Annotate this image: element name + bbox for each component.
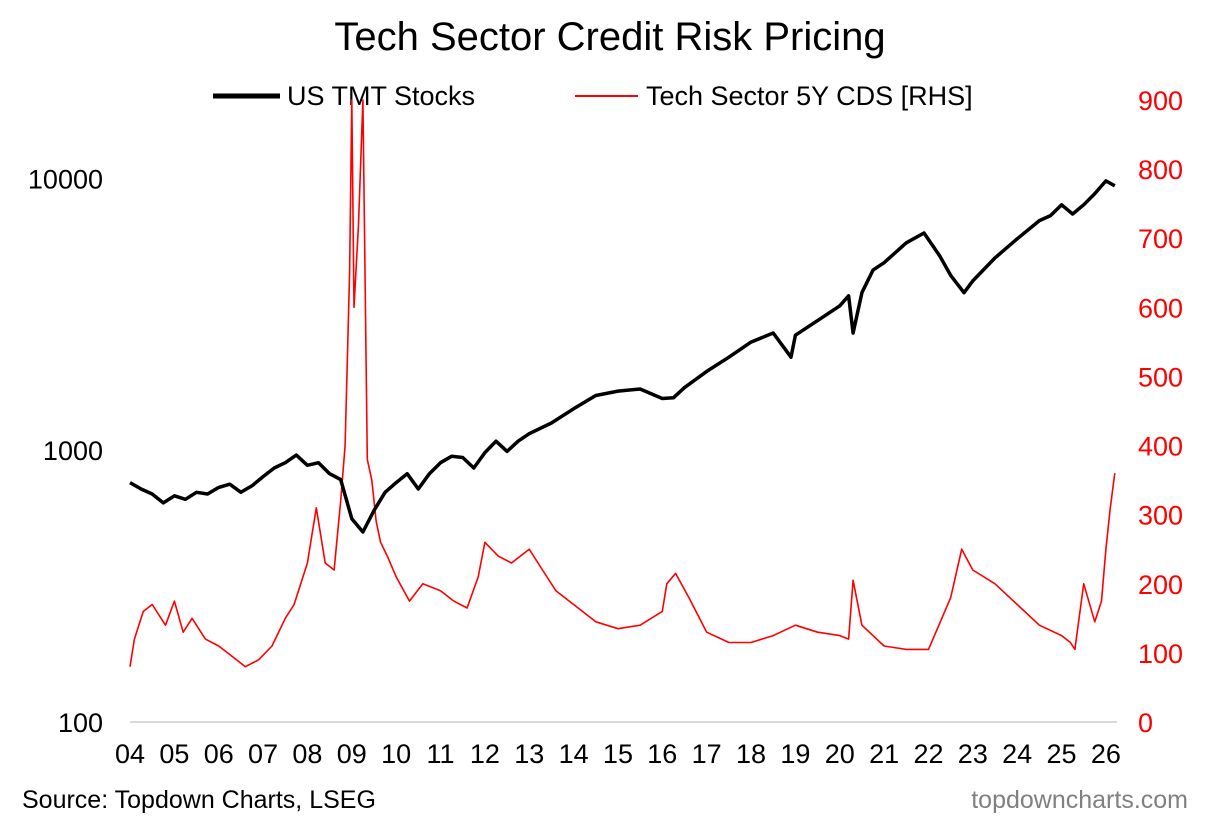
right-tick-label: 300 — [1138, 501, 1183, 531]
x-tick-label: 11 — [427, 739, 455, 769]
legend-label-tech-sector-cds: Tech Sector 5Y CDS [RHS] — [646, 81, 973, 111]
left-tick-label: 100 — [58, 708, 103, 738]
x-tick-label: 15 — [603, 739, 633, 769]
x-tick-label: 07 — [248, 739, 278, 769]
x-tick-label: 24 — [1002, 739, 1032, 769]
legend-label-us-tmt-stocks: US TMT Stocks — [287, 81, 475, 111]
right-tick-label: 500 — [1138, 362, 1183, 392]
x-tick-label: 26 — [1091, 739, 1121, 769]
series-line-tech-sector-cds — [129, 99, 1116, 668]
watermark-text: topdowncharts.com — [971, 786, 1188, 814]
x-tick-label: 08 — [292, 739, 322, 769]
right-tick-label: 800 — [1138, 155, 1183, 185]
x-tick-label: 06 — [204, 739, 234, 769]
left-tick-label: 1000 — [43, 436, 103, 466]
x-tick-label: 12 — [470, 739, 500, 769]
right-axis-ticks: 0 100 200 300 400 500 600 700 800 900 — [1138, 86, 1183, 738]
x-tick-label: 17 — [692, 739, 722, 769]
left-tick-label: 10000 — [28, 164, 103, 194]
x-tick-label: 04 — [115, 739, 145, 769]
x-tick-label: 05 — [159, 739, 189, 769]
right-tick-label: 700 — [1138, 224, 1183, 254]
right-tick-label: 600 — [1138, 293, 1183, 323]
right-tick-label: 200 — [1138, 570, 1183, 600]
x-tick-label: 22 — [913, 739, 943, 769]
x-tick-label: 19 — [780, 739, 810, 769]
right-tick-label: 0 — [1138, 708, 1153, 738]
x-tick-label: 25 — [1047, 739, 1077, 769]
x-tick-label: 18 — [736, 739, 766, 769]
x-tick-label: 10 — [381, 739, 411, 769]
source-note: Source: Topdown Charts, LSEG — [22, 786, 376, 814]
x-tick-label: 20 — [825, 739, 855, 769]
right-tick-label: 400 — [1138, 432, 1183, 462]
series-line-us-tmt-stocks — [129, 179, 1116, 534]
x-tick-label: 23 — [958, 739, 988, 769]
x-tick-label: 13 — [514, 739, 544, 769]
chart-title: Tech Sector Credit Risk Pricing — [334, 15, 885, 59]
x-tick-label: 16 — [647, 739, 677, 769]
x-tick-label: 21 — [869, 739, 899, 769]
right-tick-label: 100 — [1138, 639, 1183, 669]
x-tick-label: 14 — [559, 739, 589, 769]
legend: US TMT Stocks Tech Sector 5Y CDS [RHS] — [213, 81, 973, 111]
right-tick-label: 900 — [1138, 86, 1183, 116]
x-axis-ticks: 04 05 06 07 08 09 10 11 12 13 14 15 16 17 18 19 20 21 22 23… — [115, 739, 1121, 769]
x-tick-label: 09 — [337, 739, 367, 769]
left-axis-ticks: 100 1000 10000 — [28, 164, 103, 738]
